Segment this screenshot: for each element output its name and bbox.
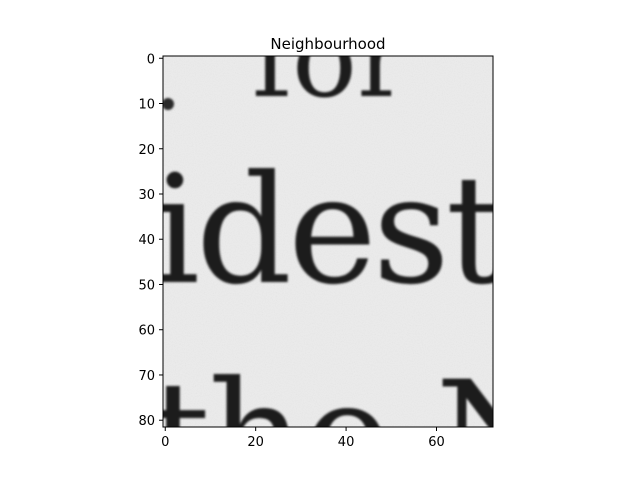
image-word-idest: idest	[152, 144, 506, 318]
y-tick-label: 10	[138, 98, 155, 113]
image-word-the-n: the N	[150, 350, 565, 480]
y-tick-label: 60	[138, 324, 155, 339]
x-tick-label: 60	[428, 435, 445, 450]
y-tick-label: 40	[138, 233, 155, 248]
x-tick-label: 20	[247, 435, 264, 450]
y-tick-label: 80	[138, 414, 155, 429]
x-tick-label: 0	[161, 435, 169, 450]
y-axis: 0 10 20 30 40 50 60 70 80	[138, 52, 163, 429]
y-tick-label: 30	[138, 188, 155, 203]
heatmap-image: for idest the N	[150, 0, 565, 480]
y-tick-label: 0	[147, 52, 155, 67]
x-tick-label: 40	[338, 435, 355, 450]
y-tick-label: 50	[138, 278, 155, 293]
chart-title: Neighbourhood	[270, 35, 385, 53]
paper-texture	[163, 56, 493, 427]
image-word-for: for	[252, 0, 409, 122]
axes-frame	[162, 55, 494, 428]
y-tick-label: 20	[138, 143, 155, 158]
y-tick-label: 70	[138, 369, 155, 384]
x-axis: 0 20 40 60	[161, 427, 445, 450]
image-dot-fragment	[163, 98, 174, 110]
